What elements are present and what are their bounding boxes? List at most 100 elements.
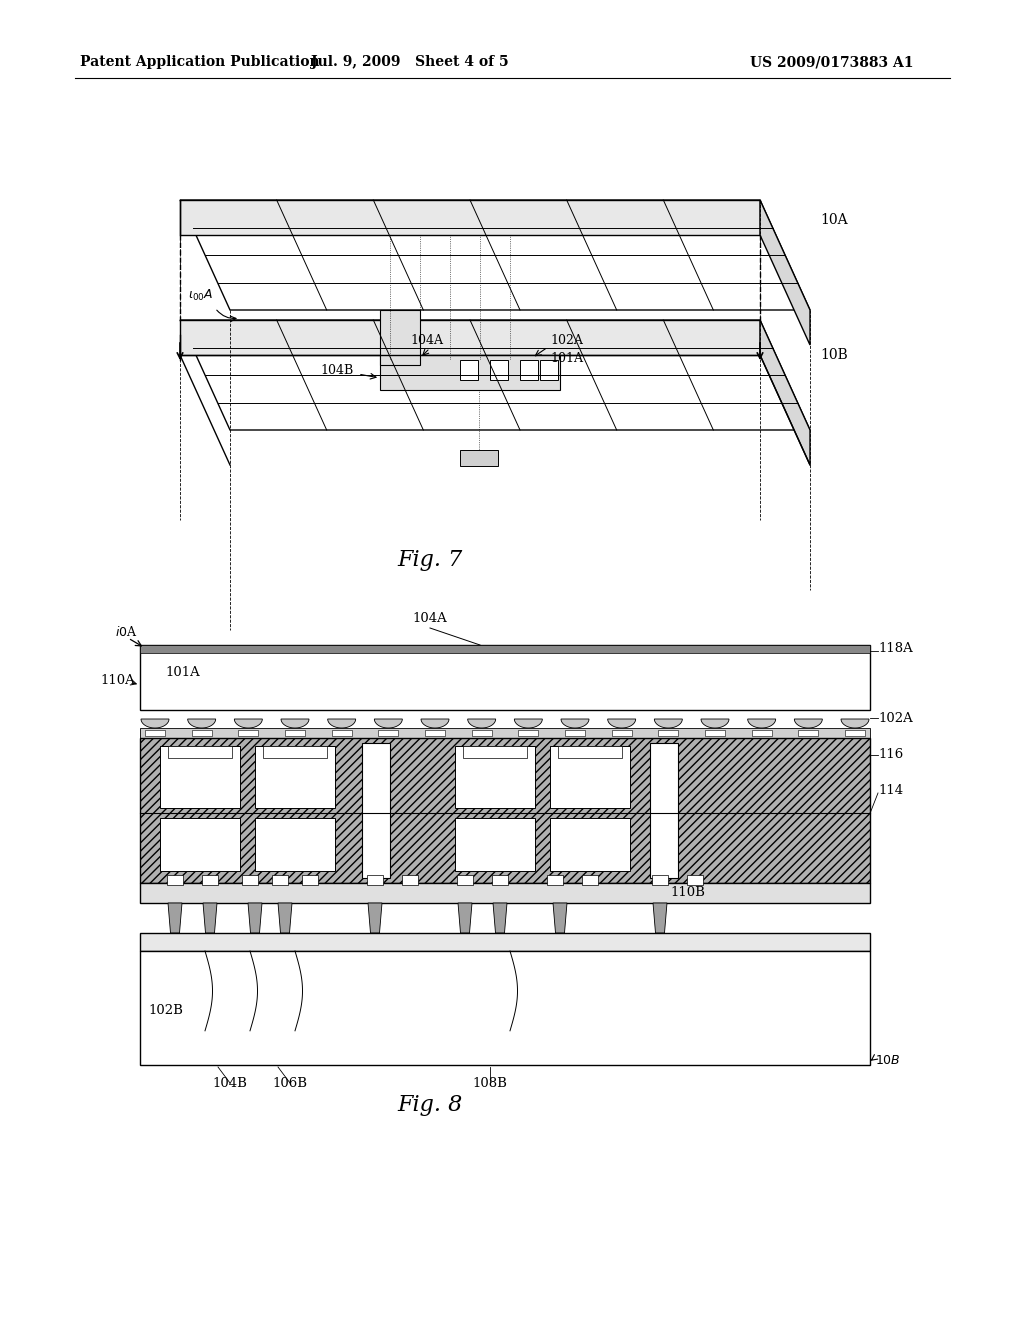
Polygon shape [493,903,507,933]
Bar [168,746,232,758]
Text: 110B: 110B [670,887,705,899]
Bar [140,645,870,710]
Polygon shape [748,719,775,729]
Bar [611,730,632,737]
Bar [140,738,870,883]
Bar [160,746,240,808]
Polygon shape [278,903,292,933]
Bar [518,730,539,737]
Polygon shape [760,319,810,465]
Bar [167,875,183,884]
Bar [378,730,398,737]
Bar [140,645,870,653]
Bar [191,730,212,737]
Bar [380,310,420,366]
Bar [285,730,305,737]
Bar [652,875,668,884]
Bar [242,875,258,884]
Text: Patent Application Publication: Patent Application Publication [80,55,319,69]
Text: Jul. 9, 2009   Sheet 4 of 5: Jul. 9, 2009 Sheet 4 of 5 [311,55,509,69]
Bar [263,746,327,758]
Polygon shape [607,719,636,729]
Polygon shape [553,903,567,933]
Polygon shape [701,719,729,729]
Text: Fig. 8: Fig. 8 [397,1094,463,1115]
Polygon shape [841,719,869,729]
Bar [457,875,473,884]
Polygon shape [203,903,217,933]
Text: 104A: 104A [413,612,447,624]
Bar [202,875,218,884]
Bar [455,746,535,808]
Bar [547,875,563,884]
Polygon shape [180,319,760,355]
Text: 102B: 102B [148,1005,183,1018]
Bar [650,743,678,878]
Bar [658,730,678,737]
Bar [550,818,630,871]
Bar [565,730,585,737]
Bar [490,360,508,380]
Bar [520,360,538,380]
Text: 116: 116 [878,748,903,762]
Bar [140,883,870,903]
Text: 118A: 118A [878,642,912,655]
Polygon shape [561,719,589,729]
Polygon shape [375,719,402,729]
Bar [272,875,288,884]
Bar [799,730,818,737]
Text: 102A: 102A [878,711,912,725]
Bar [550,746,630,808]
Text: 110A: 110A [100,673,135,686]
Bar [492,875,508,884]
Polygon shape [795,719,822,729]
Polygon shape [653,903,667,933]
Bar [332,730,351,737]
Bar [140,729,870,738]
Bar [160,818,240,871]
Bar [140,950,870,1065]
Text: $\mathit{i0}$A: $\mathit{i0}$A [115,624,137,639]
Polygon shape [468,719,496,729]
Bar [687,875,703,884]
Polygon shape [421,719,449,729]
Polygon shape [187,719,216,729]
Text: 104B: 104B [213,1077,248,1090]
Bar [367,875,383,884]
Text: 102A: 102A [550,334,583,346]
Bar [255,746,335,808]
Text: 104A: 104A [410,334,443,346]
Bar [362,743,390,878]
Polygon shape [654,719,682,729]
Bar [558,746,622,758]
Polygon shape [180,201,810,310]
Bar [705,730,725,737]
Text: US 2009/0173883 A1: US 2009/0173883 A1 [750,55,913,69]
Text: $\mathit{10B}$: $\mathit{10B}$ [874,1053,901,1067]
Bar [402,875,418,884]
Bar [140,933,870,950]
Text: 108B: 108B [472,1077,508,1090]
Polygon shape [368,903,382,933]
Bar [845,730,865,737]
Text: 101A: 101A [165,665,200,678]
Text: Fig. 7: Fig. 7 [397,549,463,572]
Text: 104B: 104B [319,363,353,376]
Text: $\iota_{00}A$: $\iota_{00}A$ [188,288,213,302]
Bar [460,360,478,380]
Text: 10A: 10A [820,213,848,227]
Bar [582,875,598,884]
Polygon shape [180,201,760,235]
Bar [463,746,527,758]
Polygon shape [328,719,355,729]
Text: 10B: 10B [820,348,848,362]
Polygon shape [180,319,810,430]
Text: 114: 114 [878,784,903,796]
Bar [540,360,558,380]
Bar [302,875,318,884]
Bar [380,355,560,389]
Polygon shape [234,719,262,729]
Polygon shape [168,903,182,933]
Polygon shape [514,719,543,729]
Bar [472,730,492,737]
